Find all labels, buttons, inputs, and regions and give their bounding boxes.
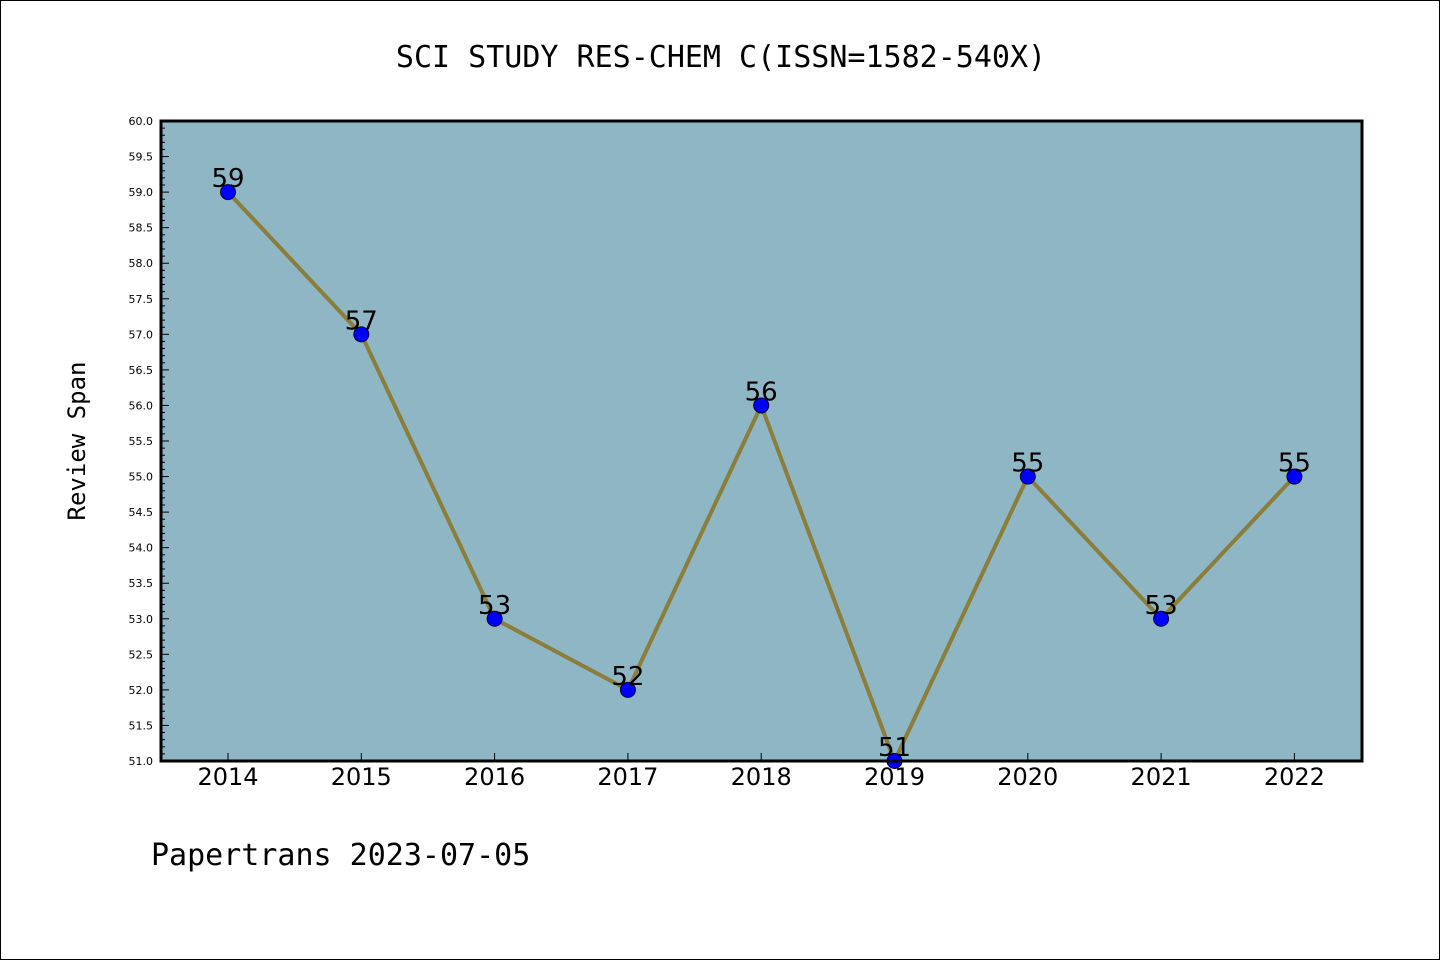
x-tick-label: 2022 [1264, 763, 1325, 791]
data-label: 57 [345, 306, 378, 336]
y-tick-label: 52.0 [129, 684, 154, 697]
y-axis-label: Review Span [63, 362, 91, 521]
data-point [1286, 468, 1303, 485]
y-tick-label: 59.5 [129, 151, 154, 164]
x-tick-label: 2020 [997, 763, 1058, 791]
data-points [220, 184, 1303, 769]
y-tick-label: 57.5 [129, 293, 154, 306]
y-tick-label: 57.0 [129, 328, 154, 341]
y-tick-label: 53.0 [129, 613, 154, 626]
data-label: 59 [211, 164, 244, 194]
data-label: 56 [745, 377, 778, 407]
y-tick-label: 51.5 [129, 719, 154, 732]
x-tick-label: 2015 [331, 763, 392, 791]
data-point [1153, 610, 1170, 627]
x-tick-label: 2016 [464, 763, 525, 791]
y-tick-label: 52.5 [129, 648, 154, 661]
y-tick-label: 54.5 [129, 506, 154, 519]
y-tick-label: 60.0 [129, 115, 154, 128]
y-tick-label: 55.5 [129, 435, 154, 448]
plot-area [161, 121, 1362, 761]
y-axis: 51.0 51.5 52.0 52.5 53.0 53.5 54.0 54.5 55.0 55.5… [129, 115, 169, 768]
data-label: 52 [611, 662, 644, 692]
data-label: 51 [878, 733, 911, 763]
plot-border [159, 119, 1364, 763]
y-tick-label: 51.0 [129, 755, 154, 768]
y-tick-label: 58.5 [129, 222, 154, 235]
data-point [353, 326, 370, 343]
y-tick-label: 58.0 [129, 257, 154, 270]
data-point [486, 610, 503, 627]
y-tick-label: 53.5 [129, 577, 154, 590]
y-tick-label: 56.5 [129, 364, 154, 377]
y-tick-label: 55.0 [129, 471, 154, 484]
y-tick-label: 54.0 [129, 542, 154, 555]
footer-text: Papertrans 2023-07-05 [151, 838, 530, 873]
x-tick-label: 2021 [1131, 763, 1192, 791]
data-label: 55 [1278, 449, 1311, 479]
y-tick-label: 56.0 [129, 399, 154, 412]
x-tick-label: 2018 [731, 763, 792, 791]
data-labels: 59 57 53 52 56 51 55 53 55 [211, 164, 1310, 763]
chart-title: SCI STUDY RES-CHEM C(ISSN=1582-540X) [396, 40, 1046, 75]
data-point [220, 184, 236, 201]
data-label: 55 [1011, 449, 1044, 479]
x-tick-label: 2017 [597, 763, 658, 791]
data-label: 53 [1145, 591, 1178, 621]
x-axis: 2014 2015 2016 2017 2018 2019 2020 2021 2022 [197, 753, 1325, 791]
data-point [619, 681, 636, 698]
x-tick-label: 2014 [197, 763, 258, 791]
y-tick-label: 59.0 [129, 186, 154, 199]
data-point [753, 397, 770, 414]
data-point [1019, 468, 1036, 485]
data-label: 53 [478, 591, 511, 621]
